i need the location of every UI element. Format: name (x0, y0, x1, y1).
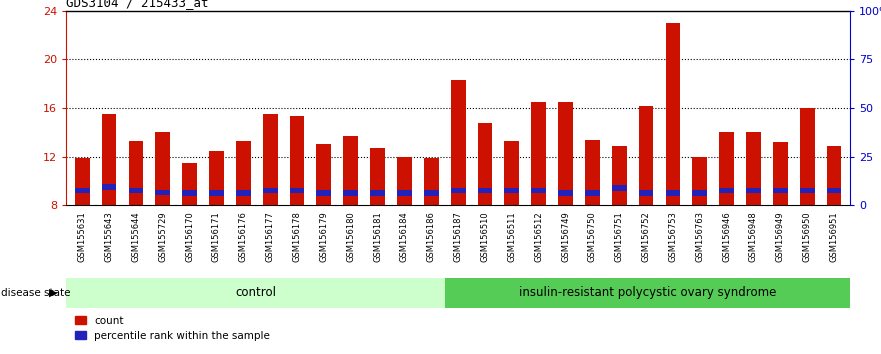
Bar (155, 132, 170, 205)
Bar (665, 190, 680, 195)
Bar (66, 278, 445, 308)
Bar (370, 148, 385, 205)
Text: GSM155729: GSM155729 (159, 211, 167, 262)
Text: ▶: ▶ (49, 288, 58, 298)
Text: insulin-resistant polycystic ovary syndrome: insulin-resistant polycystic ovary syndr… (519, 286, 776, 299)
Bar (290, 188, 305, 193)
Text: control: control (235, 286, 276, 299)
Text: GSM156511: GSM156511 (507, 211, 516, 262)
Bar (316, 144, 331, 205)
Bar (692, 190, 707, 195)
Text: GSM156177: GSM156177 (266, 211, 275, 262)
Text: GSM156750: GSM156750 (588, 211, 597, 262)
Text: GSM156763: GSM156763 (695, 211, 704, 262)
Text: GSM155644: GSM155644 (131, 211, 140, 262)
Bar (75, 158, 90, 205)
Bar (236, 190, 251, 195)
Bar (263, 114, 278, 205)
Text: GSM156512: GSM156512 (534, 211, 544, 262)
Bar (182, 163, 197, 205)
Text: GSM155643: GSM155643 (105, 211, 114, 262)
Text: GSM156751: GSM156751 (615, 211, 624, 262)
Text: GSM155631: GSM155631 (78, 211, 86, 262)
Bar (451, 188, 465, 193)
Bar (773, 142, 788, 205)
Bar (559, 190, 573, 195)
Bar (559, 102, 573, 205)
Text: GSM156180: GSM156180 (346, 211, 355, 262)
Text: GSM156951: GSM156951 (830, 211, 839, 262)
Bar (826, 188, 841, 193)
Text: GSM156752: GSM156752 (641, 211, 650, 262)
Text: GSM156753: GSM156753 (669, 211, 677, 262)
Bar (129, 141, 144, 205)
Text: disease state: disease state (1, 288, 70, 298)
Bar (505, 188, 519, 193)
Text: GSM156179: GSM156179 (319, 211, 329, 262)
Text: GSM156178: GSM156178 (292, 211, 301, 262)
Bar (424, 190, 439, 195)
Text: GSM156187: GSM156187 (454, 211, 463, 262)
Bar (585, 139, 600, 205)
Bar (639, 105, 654, 205)
Text: GSM156176: GSM156176 (239, 211, 248, 262)
Text: GDS3104 / 215433_at: GDS3104 / 215433_at (66, 0, 209, 10)
Bar (611, 146, 626, 205)
Bar (236, 141, 251, 205)
Legend: count, percentile rank within the sample: count, percentile rank within the sample (71, 312, 274, 345)
Text: GSM156181: GSM156181 (373, 211, 382, 262)
Bar (424, 158, 439, 205)
Text: GSM156749: GSM156749 (561, 211, 570, 262)
Bar (155, 189, 170, 195)
Bar (531, 188, 546, 193)
Bar (316, 190, 331, 195)
Bar (773, 188, 788, 193)
Text: GSM156949: GSM156949 (776, 211, 785, 262)
Bar (263, 188, 278, 193)
Bar (639, 190, 654, 195)
Bar (692, 156, 707, 205)
Bar (209, 190, 224, 195)
Bar (290, 116, 305, 205)
Bar (75, 188, 90, 193)
Text: GSM156510: GSM156510 (480, 211, 490, 262)
Bar (129, 188, 144, 193)
Bar (531, 102, 546, 205)
Bar (800, 108, 815, 205)
Bar (585, 190, 600, 195)
Bar (746, 132, 761, 205)
Text: GSM156950: GSM156950 (803, 211, 811, 262)
Text: GSM156170: GSM156170 (185, 211, 194, 262)
Bar (370, 190, 385, 195)
Bar (344, 136, 358, 205)
Bar (505, 141, 519, 205)
Bar (611, 185, 626, 191)
Text: GSM156186: GSM156186 (426, 211, 436, 262)
Text: GSM156171: GSM156171 (212, 211, 221, 262)
Bar (344, 190, 358, 195)
Bar (800, 188, 815, 193)
Bar (451, 80, 465, 205)
Bar (719, 132, 734, 205)
Bar (665, 23, 680, 205)
Bar (101, 114, 116, 205)
Text: GSM156946: GSM156946 (722, 211, 731, 262)
Bar (478, 122, 492, 205)
Bar (826, 146, 841, 205)
Bar (478, 188, 492, 193)
Text: GSM156184: GSM156184 (400, 211, 409, 262)
Bar (445, 278, 850, 308)
Bar (209, 150, 224, 205)
Bar (746, 188, 761, 193)
Bar (719, 188, 734, 193)
Bar (182, 190, 197, 195)
Bar (397, 190, 411, 195)
Bar (397, 156, 411, 205)
Bar (101, 184, 116, 189)
Text: GSM156948: GSM156948 (749, 211, 758, 262)
